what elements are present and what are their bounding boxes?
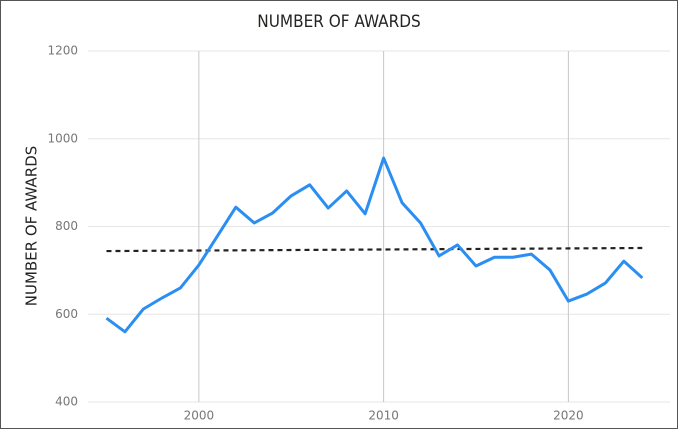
- y-axis-title: NUMBER OF AWARDS: [23, 146, 41, 307]
- chart-title: NUMBER OF AWARDS: [257, 12, 420, 32]
- series-line: [105, 156, 644, 334]
- x-tick-label: 2000: [184, 409, 215, 423]
- x-tick-label: 2010: [368, 409, 399, 423]
- y-tick-label: 400: [55, 395, 78, 409]
- y-tick-label: 1000: [47, 131, 78, 145]
- x-tick-label: 2020: [553, 409, 584, 423]
- y-tick-label: 600: [55, 307, 78, 321]
- y-tick-label: 1200: [47, 44, 78, 58]
- y-tick-label: 800: [55, 219, 78, 233]
